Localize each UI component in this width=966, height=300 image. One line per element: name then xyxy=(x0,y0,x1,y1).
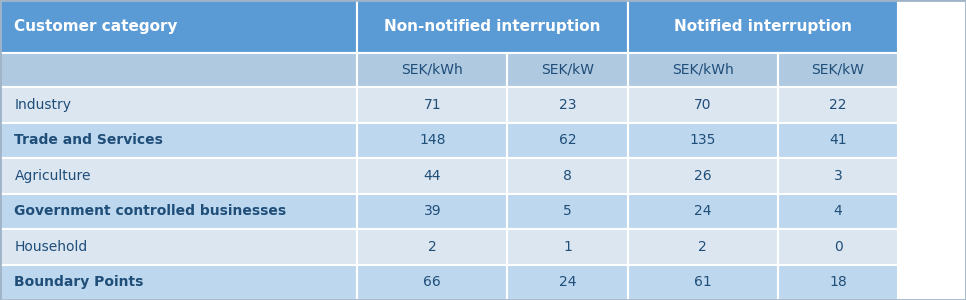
Text: 2: 2 xyxy=(698,240,707,254)
Text: 135: 135 xyxy=(690,133,716,147)
Bar xyxy=(628,87,778,122)
Bar xyxy=(628,158,778,194)
Text: 24: 24 xyxy=(558,275,577,289)
Text: 39: 39 xyxy=(423,204,441,218)
Text: SEK/kWh: SEK/kWh xyxy=(402,63,463,77)
Bar xyxy=(0,265,357,300)
Bar xyxy=(357,0,628,52)
Text: 148: 148 xyxy=(419,133,445,147)
Text: 61: 61 xyxy=(694,275,712,289)
Text: 66: 66 xyxy=(423,275,441,289)
Text: SEK/kW: SEK/kW xyxy=(811,63,865,77)
Bar xyxy=(0,122,357,158)
Text: Customer category: Customer category xyxy=(14,19,178,34)
Bar xyxy=(0,52,357,87)
Text: 18: 18 xyxy=(829,275,847,289)
Text: SEK/kWh: SEK/kWh xyxy=(672,63,733,77)
Text: 44: 44 xyxy=(423,169,441,183)
Bar xyxy=(628,52,778,87)
Bar xyxy=(0,87,357,122)
Text: 62: 62 xyxy=(558,133,577,147)
Bar xyxy=(778,229,898,265)
Bar xyxy=(628,0,898,52)
Text: 0: 0 xyxy=(834,240,842,254)
Bar xyxy=(628,229,778,265)
Bar xyxy=(357,122,507,158)
Bar xyxy=(507,194,628,229)
Text: 5: 5 xyxy=(563,204,572,218)
Text: 70: 70 xyxy=(694,98,712,112)
Bar xyxy=(778,52,898,87)
Text: Industry: Industry xyxy=(14,98,71,112)
Text: 24: 24 xyxy=(694,204,712,218)
Text: Boundary Points: Boundary Points xyxy=(14,275,144,289)
Bar xyxy=(0,158,357,194)
Text: 26: 26 xyxy=(694,169,712,183)
Bar xyxy=(357,52,507,87)
Bar xyxy=(0,0,357,52)
Bar xyxy=(778,265,898,300)
Text: 2: 2 xyxy=(428,240,437,254)
Text: Notified interruption: Notified interruption xyxy=(674,19,852,34)
Text: 1: 1 xyxy=(563,240,572,254)
Bar xyxy=(507,229,628,265)
Text: 8: 8 xyxy=(563,169,572,183)
Text: SEK/kW: SEK/kW xyxy=(541,63,594,77)
Bar xyxy=(357,87,507,122)
Text: 3: 3 xyxy=(834,169,842,183)
Bar xyxy=(628,122,778,158)
Bar xyxy=(357,158,507,194)
Bar xyxy=(0,194,357,229)
Text: 23: 23 xyxy=(558,98,577,112)
Bar xyxy=(778,87,898,122)
Text: 41: 41 xyxy=(829,133,847,147)
Bar xyxy=(0,229,357,265)
Text: Agriculture: Agriculture xyxy=(14,169,91,183)
Bar xyxy=(357,229,507,265)
Bar xyxy=(778,158,898,194)
Bar xyxy=(778,194,898,229)
Bar xyxy=(357,265,507,300)
Bar xyxy=(628,194,778,229)
Text: Trade and Services: Trade and Services xyxy=(14,133,163,147)
Text: Government controlled businesses: Government controlled businesses xyxy=(14,204,287,218)
Bar xyxy=(507,87,628,122)
Bar xyxy=(507,265,628,300)
Bar xyxy=(628,265,778,300)
Text: Household: Household xyxy=(14,240,88,254)
Text: 4: 4 xyxy=(834,204,842,218)
Bar xyxy=(507,52,628,87)
Text: Non-notified interruption: Non-notified interruption xyxy=(384,19,601,34)
Bar xyxy=(357,194,507,229)
Bar xyxy=(507,122,628,158)
Text: 22: 22 xyxy=(829,98,847,112)
Text: 71: 71 xyxy=(423,98,441,112)
Bar xyxy=(507,158,628,194)
Bar xyxy=(778,122,898,158)
